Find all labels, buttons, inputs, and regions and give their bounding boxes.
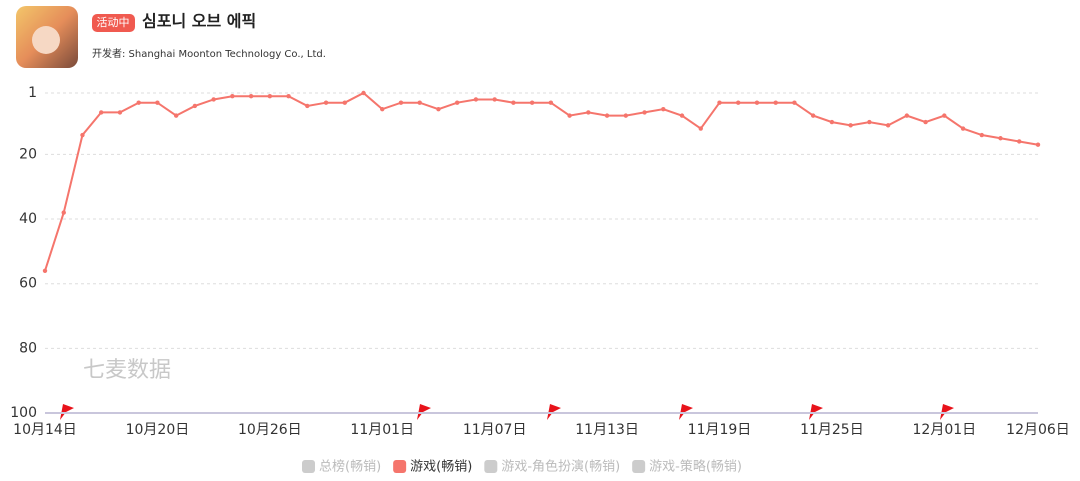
series-line bbox=[44, 91, 1039, 272]
point bbox=[754, 100, 760, 105]
point bbox=[679, 113, 685, 118]
legend-label[interactable]: 总榜(畅销) bbox=[319, 459, 381, 475]
watermark: 七麦数据 bbox=[83, 358, 171, 383]
point bbox=[361, 90, 366, 96]
legend-label[interactable]: 游戏(畅销) bbox=[410, 460, 472, 475]
legend-label[interactable]: 游戏-策略(畅销) bbox=[649, 459, 742, 475]
point bbox=[885, 123, 891, 128]
x-tick-label: 11月13日 bbox=[575, 422, 639, 438]
point bbox=[99, 110, 104, 115]
point bbox=[810, 113, 816, 118]
point bbox=[792, 100, 797, 105]
point bbox=[698, 126, 703, 131]
point bbox=[904, 113, 910, 118]
point bbox=[454, 100, 460, 105]
point bbox=[567, 113, 572, 118]
legend-swatch bbox=[484, 460, 498, 473]
app-icon-face bbox=[32, 26, 60, 54]
y-tick-label: 1 bbox=[28, 85, 37, 101]
y-tick-label: 40 bbox=[19, 211, 37, 227]
badge-text: 活动中 bbox=[97, 16, 130, 29]
x-tick-label: 11月01日 bbox=[350, 422, 414, 438]
point bbox=[661, 106, 666, 112]
x-tick-label: 12月01日 bbox=[913, 422, 977, 438]
y-tick-label: 100 bbox=[10, 405, 37, 421]
point bbox=[736, 100, 741, 105]
legend-swatch bbox=[393, 460, 407, 473]
x-tick-label: 11月25日 bbox=[800, 422, 864, 438]
point bbox=[717, 100, 722, 105]
flag bbox=[679, 404, 693, 420]
point bbox=[998, 136, 1003, 141]
point bbox=[867, 119, 872, 125]
point bbox=[848, 123, 853, 128]
point bbox=[248, 94, 254, 99]
point bbox=[529, 100, 535, 105]
point bbox=[398, 100, 404, 105]
x-tick-label: 12月06日 bbox=[1006, 422, 1070, 438]
point bbox=[604, 113, 610, 118]
point bbox=[192, 103, 198, 109]
app-title: 심포니 오브 에픽 bbox=[142, 12, 256, 31]
point bbox=[342, 100, 347, 105]
point bbox=[42, 268, 48, 273]
developer: 开发者: Shanghai Moonton Technology Co., Lt… bbox=[92, 47, 326, 60]
point bbox=[1017, 139, 1022, 144]
point bbox=[323, 100, 329, 105]
point bbox=[642, 110, 647, 115]
y-tick-label: 60 bbox=[19, 276, 37, 292]
point bbox=[286, 94, 291, 99]
flag bbox=[547, 404, 561, 420]
point bbox=[211, 97, 216, 102]
x-tick-label: 10月14日 bbox=[13, 422, 77, 438]
y-tick-label: 20 bbox=[19, 146, 37, 162]
point bbox=[1035, 142, 1041, 147]
point bbox=[548, 100, 554, 105]
point bbox=[267, 94, 273, 99]
x-tick-label: 11月19日 bbox=[688, 422, 752, 438]
legend-swatch bbox=[302, 460, 315, 473]
point bbox=[586, 110, 591, 115]
point bbox=[979, 132, 984, 138]
flag bbox=[940, 404, 954, 420]
point bbox=[436, 106, 441, 112]
legend-label[interactable]: 游戏-角色扮演(畅销) bbox=[501, 459, 620, 475]
point bbox=[923, 119, 928, 125]
x-tick-label: 10月26日 bbox=[238, 422, 302, 438]
legend-swatch bbox=[632, 460, 646, 473]
flag bbox=[809, 404, 823, 420]
point bbox=[117, 110, 123, 115]
point bbox=[173, 113, 179, 118]
point bbox=[155, 100, 160, 105]
point bbox=[960, 126, 966, 131]
point bbox=[230, 94, 235, 99]
badge bbox=[92, 14, 135, 32]
flag bbox=[60, 404, 74, 420]
point bbox=[473, 97, 479, 102]
point bbox=[942, 113, 947, 118]
point bbox=[61, 210, 66, 215]
point bbox=[80, 132, 85, 138]
point bbox=[773, 100, 778, 105]
point bbox=[492, 97, 497, 102]
flag bbox=[417, 404, 431, 420]
point bbox=[380, 106, 385, 112]
x-tick-label: 11月07日 bbox=[463, 422, 527, 438]
point bbox=[623, 113, 629, 118]
point bbox=[511, 100, 516, 105]
flags bbox=[60, 404, 954, 420]
y-tick-label: 80 bbox=[19, 340, 37, 356]
point bbox=[417, 100, 422, 105]
point bbox=[829, 119, 835, 125]
point bbox=[136, 100, 141, 105]
point bbox=[305, 103, 310, 109]
x-tick-label: 10月20日 bbox=[126, 422, 190, 438]
